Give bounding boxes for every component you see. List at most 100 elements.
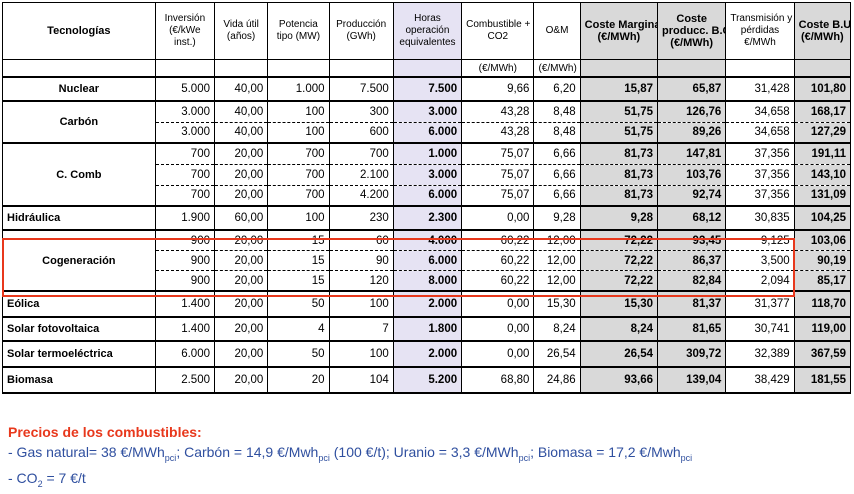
table-cell: 9,28	[533, 205, 581, 230]
table-cell: 2.000	[392, 340, 463, 367]
tech-name: Cogeneración	[2, 229, 156, 291]
table-cell: 68,80	[461, 366, 535, 394]
table-cell: 1.400	[154, 316, 215, 341]
table-cell: 2,094	[725, 270, 795, 291]
table-cell: 181,55	[793, 366, 852, 394]
table-cell: 20,00	[213, 340, 269, 367]
table-cell: 20,00	[213, 229, 269, 251]
table-row: Eólica 1.400 20,00 50 100 2.000 0,00 15,30 15,30…	[2, 290, 852, 317]
table-cell: 51,75	[579, 100, 659, 122]
table-cell: 0,00	[461, 205, 535, 230]
unit-comb: (€/MWh)	[461, 59, 535, 78]
table-cell: 6,66	[533, 142, 581, 164]
table-row: Solar fotovoltaica 1.400 20,00 4 7 1.800 0,00 8…	[2, 316, 852, 341]
table-cell: 90	[328, 250, 394, 271]
table-cell: 127,29	[793, 121, 852, 143]
table-cell: 2.300	[392, 205, 463, 230]
table-row: Nuclear 5.000 40,00 1.000 7.500 7.500 9,66 6,20…	[2, 76, 852, 101]
units-row: (€/MWh) (€/MWh)	[2, 59, 852, 78]
table-cell: 7	[328, 316, 394, 341]
tech-name: Solar termoeléctrica	[2, 340, 156, 367]
table-cell: 81,73	[579, 163, 659, 185]
table-cell: 2.500	[154, 366, 215, 394]
table-cell: 12,00	[533, 270, 581, 291]
tech-name: Eólica	[2, 290, 156, 317]
header-horas: Horas operación equivalentes	[392, 2, 463, 60]
table-cell: 75,07	[461, 163, 535, 185]
table-cell: 118,70	[793, 290, 852, 317]
table-cell: 31,377	[725, 290, 795, 317]
table-cell: 72,22	[579, 229, 659, 251]
table-cell: 168,17	[793, 100, 852, 122]
table-cell: 26,54	[533, 340, 581, 367]
table-cell: 100	[328, 290, 394, 317]
table-cell: 7.500	[392, 76, 463, 101]
table-cell: 60,22	[461, 250, 535, 271]
table-cell: 900	[154, 270, 215, 291]
table-cell: 82,84	[657, 270, 727, 291]
table-cell: 119,00	[793, 316, 852, 341]
tech-name: Solar fotovoltaica	[2, 316, 156, 341]
header-transmision: Transmisión y pérdidas €/MWh	[725, 2, 795, 60]
table-cell: 5.000	[154, 76, 215, 101]
table-cell: 60	[328, 229, 394, 251]
notes-title: Precios de los combustibles:	[8, 424, 202, 440]
table-cell: 40,00	[213, 100, 269, 122]
table-cell: 75,07	[461, 142, 535, 164]
table-cell: 139,04	[657, 366, 727, 394]
table-cell: 6.000	[154, 340, 215, 367]
table-cell: 4.200	[328, 184, 394, 206]
table-row: 900 20,00 15 120 8.000 60,22 12,00 72,22 82,84 2,…	[3, 270, 852, 291]
table-cell: 3.000	[392, 163, 463, 185]
header-inversion: Inversión (€/kWe inst.)	[154, 2, 215, 60]
notes-line-2: - CO2 = 7 €/t	[8, 469, 86, 489]
table-cell: 68,12	[657, 205, 727, 230]
table-cell: 900	[154, 229, 215, 251]
table-cell: 2.100	[328, 163, 394, 185]
table-cell: 20,00	[213, 316, 269, 341]
table-cell: 100	[267, 121, 330, 143]
table-cell: 367,59	[793, 340, 852, 367]
table-cell: 900	[154, 250, 215, 271]
table-cell: 700	[267, 184, 330, 206]
tech-name: C. Comb	[2, 142, 156, 206]
table-cell: 143,10	[793, 163, 852, 185]
table-cell: 4	[267, 316, 330, 341]
table-cell: 3.000	[154, 121, 215, 143]
header-potencia: Potencia tipo (MW)	[267, 2, 330, 60]
table-cell: 1.400	[154, 290, 215, 317]
table-cell: 3.000	[392, 100, 463, 122]
table-cell: 126,76	[657, 100, 727, 122]
table-cell: 60,22	[461, 270, 535, 291]
table-cell: 600	[328, 121, 394, 143]
table-row: 700 20,00 700 4.200 6.000 75,07 6,66 81,73 92,74…	[3, 184, 852, 206]
table-row: Cogeneración 900 20,00 15 60 4.000 60,22 12,00 7…	[2, 229, 852, 291]
table-cell: 40,00	[213, 121, 269, 143]
table-cell: 103,06	[793, 229, 852, 251]
table-cell: 8,48	[533, 100, 581, 122]
table-cell: 85,17	[793, 270, 852, 291]
table-cell: 20,00	[213, 163, 269, 185]
table-cell: 43,28	[461, 121, 535, 143]
table-cell: 93,45	[657, 229, 727, 251]
header-coste-bu: Coste B.U. (€/MWh)	[793, 2, 852, 60]
table-cell: 700	[267, 142, 330, 164]
table-row: Carbón 3.000 40,00 100 300 3.000 43,28 8,48 51,7…	[2, 100, 852, 143]
table-cell: 26,54	[579, 340, 659, 367]
table-cell: 0,00	[461, 340, 535, 367]
table-cell: 131,09	[793, 184, 852, 206]
table-cell: 103,76	[657, 163, 727, 185]
header-coste-marginal: Coste Marginal (€/MWh)	[579, 2, 659, 60]
table-cell: 15,30	[533, 290, 581, 317]
table-cell: 40,00	[213, 76, 269, 101]
header-om: O&M	[533, 2, 581, 60]
table-cell: 1.800	[392, 316, 463, 341]
table-cell: 101,80	[793, 76, 852, 101]
table-cell: 51,75	[579, 121, 659, 143]
table-row: 900 20,00 15 90 6.000 60,22 12,00 72,22 86,37 3,5…	[3, 250, 852, 271]
table-row: C. Comb 700 20,00 700 700 1.000 75,07 6,66 81,73…	[2, 142, 852, 206]
table-cell: 230	[328, 205, 394, 230]
table-cell: 3,500	[725, 250, 795, 271]
table-cell: 9,28	[579, 205, 659, 230]
